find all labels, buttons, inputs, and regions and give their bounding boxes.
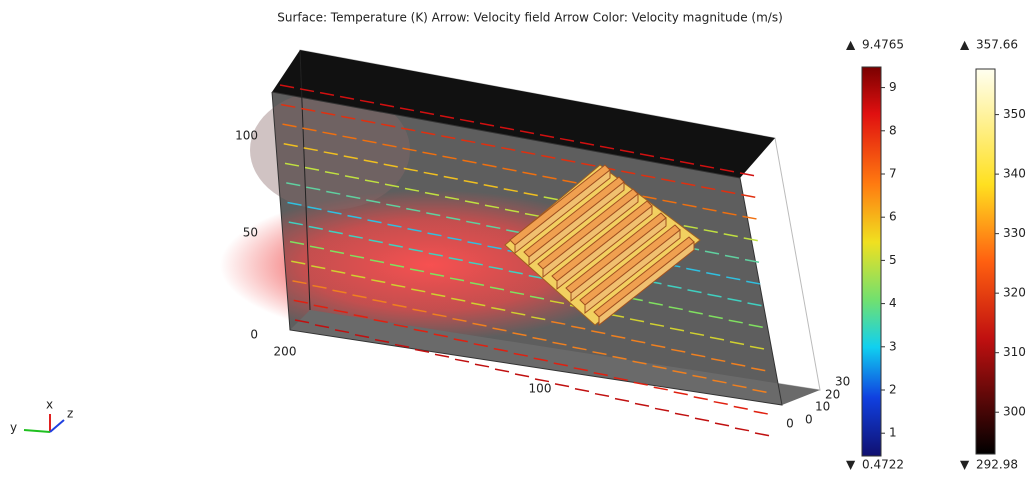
arrow — [615, 399, 629, 402]
colorbar-tick-label: 4 — [889, 296, 897, 310]
min-marker: ▼ — [846, 458, 856, 472]
min-marker: ▼ — [960, 458, 970, 472]
arrow — [695, 418, 709, 421]
temperature-colorbar — [976, 69, 995, 454]
arrow — [715, 423, 729, 426]
colorbar-tick-label: 7 — [889, 166, 897, 180]
colorbar-tick-label: 340 — [1003, 167, 1026, 181]
arrow — [555, 384, 569, 387]
colorbar-tick-label: 330 — [1003, 226, 1026, 240]
colorbar-tick-label: 350 — [1003, 107, 1026, 121]
velocity-max: 9.4765 — [862, 38, 904, 52]
vertical-tick-label: 50 — [243, 226, 258, 240]
triad-z: z — [67, 407, 73, 421]
depth-tick-label: 10 — [815, 400, 830, 414]
colorbar-tick-label: 300 — [1003, 405, 1026, 419]
arrow — [755, 433, 769, 436]
length-tick-label: 0 — [786, 417, 794, 431]
colorbar-tick-label: 1 — [889, 426, 897, 440]
max-marker: ▲ — [960, 38, 970, 52]
colorbar-tick-label: 8 — [889, 123, 897, 137]
vertical-tick-label: 100 — [235, 129, 258, 143]
arrow — [734, 407, 748, 410]
triad-x: x — [46, 398, 53, 412]
arrow — [694, 397, 708, 400]
arrow — [714, 402, 728, 405]
temperature-min: 292.98 — [976, 458, 1018, 472]
colorbar-tick-label: 5 — [889, 253, 897, 267]
arrow — [435, 354, 449, 357]
colorbar-tick-label: 9 — [889, 80, 897, 94]
plot-title: Surface: Temperature (K) Arrow: Velocity… — [277, 11, 783, 25]
colorbar-tick-label: 2 — [889, 382, 897, 396]
arrow — [495, 369, 509, 372]
max-marker: ▲ — [846, 38, 856, 52]
depth-tick-label: 0 — [805, 413, 813, 427]
triad-y: y — [10, 421, 17, 435]
arrow — [675, 413, 689, 416]
colorbar-tick-label: 320 — [1003, 286, 1026, 300]
temperature-max: 357.66 — [976, 38, 1018, 52]
depth-tick-label: 20 — [825, 388, 840, 402]
velocity-min: 0.4722 — [862, 458, 904, 472]
length-tick-label: 100 — [529, 382, 552, 396]
velocity-colorbar — [862, 67, 881, 456]
arrow — [455, 359, 469, 362]
arrow — [735, 428, 749, 431]
arrow — [674, 392, 688, 395]
arrow — [655, 408, 669, 411]
arrow — [575, 389, 589, 392]
length-tick-label: 200 — [274, 345, 297, 359]
colorbar-tick-label: 310 — [1003, 345, 1026, 359]
arrow — [515, 374, 529, 377]
arrow — [595, 394, 609, 397]
arrow — [635, 404, 649, 407]
axis-triad: x y z — [10, 398, 73, 435]
colorbar-tick-label: 6 — [889, 210, 897, 224]
depth-tick-label: 30 — [835, 375, 850, 389]
arrow — [754, 411, 768, 414]
colorbar-tick-label: 3 — [889, 339, 897, 353]
arrow — [475, 364, 489, 367]
plot-window: Surface: Temperature (K) Arrow: Velocity… — [0, 0, 1028, 473]
vertical-tick-label: 0 — [250, 328, 258, 342]
